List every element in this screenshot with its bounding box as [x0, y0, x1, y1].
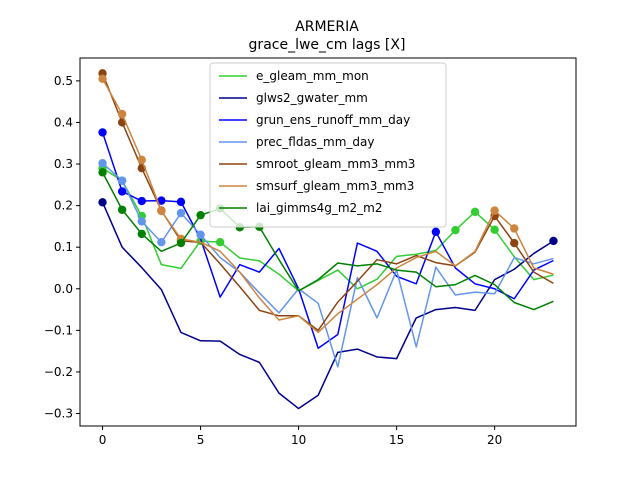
legend-label: smroot_gleam_mm3_mm3 [256, 157, 415, 171]
data-point [510, 224, 519, 233]
y-tick-label: −0.2 [44, 365, 73, 379]
data-point [176, 208, 186, 218]
series-prec_fldas_mm_day [98, 159, 554, 368]
y-tick-label: −0.1 [44, 323, 73, 337]
data-point [117, 109, 127, 119]
data-point [176, 238, 186, 248]
data-point [215, 238, 225, 247]
data-point [117, 205, 127, 214]
data-point [196, 230, 205, 239]
x-tick-label: 15 [389, 433, 404, 447]
y-tick-label: −0.3 [44, 407, 73, 421]
data-point [157, 206, 166, 216]
y-tick-label: 0.2 [54, 199, 73, 213]
data-point [157, 196, 166, 205]
data-point [176, 197, 186, 207]
series-line [102, 162, 554, 368]
data-point [98, 128, 107, 137]
data-point [490, 206, 499, 215]
data-point [98, 198, 107, 207]
series-line [102, 167, 554, 292]
plot-area [98, 69, 558, 410]
y-tick-label: 0.0 [54, 282, 73, 296]
data-point [98, 74, 107, 83]
data-point [431, 227, 441, 237]
series-grun_ens_runoff_mm_day [98, 128, 554, 349]
chart-title: ARMERIA [295, 19, 359, 35]
y-tick-label: 0.4 [54, 115, 73, 129]
x-tick-label: 20 [487, 433, 502, 447]
chart-subtitle: grace_lwe_cm lags [X] [249, 37, 406, 53]
legend-label: lai_gimms4g_m2_m2 [256, 201, 383, 215]
legend-label: e_gleam_mm_mon [256, 69, 369, 83]
data-point [470, 207, 480, 217]
data-point [137, 155, 146, 165]
data-point [157, 238, 166, 247]
data-point [98, 168, 107, 177]
legend-label: grun_ens_runoff_mm_day [256, 113, 410, 127]
data-point [490, 225, 499, 234]
legend-label: glws2_gwater_mm [256, 91, 368, 105]
legend-label: smsurf_gleam_mm3_mm3 [256, 179, 414, 193]
axes-frame [79, 57, 577, 427]
y-tick-label: 0.3 [54, 157, 73, 171]
y-tick-label: 0.5 [54, 74, 73, 88]
data-point [510, 238, 519, 248]
series-line [101, 78, 554, 334]
axis-ticks: 0 5 10 15 20 −0.3 −0.2 −0.1 0.0 0.1 0.2 0.3 0.4 0.5 [44, 74, 502, 447]
data-point [137, 196, 146, 206]
series-glws2_gwater_mm [98, 198, 558, 410]
data-point [117, 176, 127, 185]
legend: e_gleam_mm_mon glws2_gwater_mm grun_ens_ru… [209, 62, 447, 228]
x-tick-label: 10 [291, 433, 306, 447]
data-point [117, 187, 127, 196]
legend-label: prec_fldas_mm_day [256, 135, 375, 149]
data-point [98, 159, 107, 168]
data-point [137, 229, 146, 239]
x-tick-label: 5 [197, 433, 205, 447]
data-point [196, 210, 205, 220]
x-tick-label: 0 [99, 433, 107, 447]
y-tick-label: 0.1 [54, 240, 73, 254]
data-point [451, 225, 460, 235]
legend-box [209, 62, 447, 228]
data-point [137, 217, 146, 226]
series-line [101, 201, 554, 410]
data-point [549, 236, 558, 246]
